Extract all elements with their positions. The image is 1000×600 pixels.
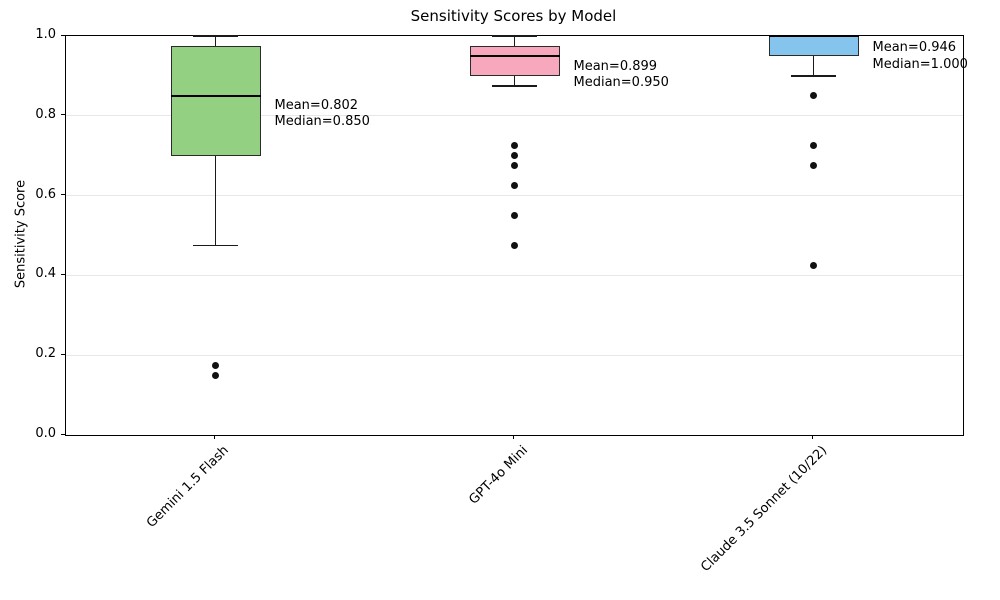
plot-area <box>65 35 964 436</box>
outlier-point <box>810 142 817 150</box>
stats-annotation: Mean=0.946 Median=1.000 <box>873 40 968 73</box>
outlier-point <box>511 162 518 170</box>
stats-annotation-line: Mean=0.946 <box>872 40 957 56</box>
x-tick-mark <box>812 435 813 439</box>
x-tick-mark <box>214 435 215 439</box>
outlier-point <box>511 142 518 150</box>
stats-annotation: Mean=0.802 Median=0.850 <box>275 98 370 131</box>
stats-annotation-line: Median=0.950 <box>573 75 669 91</box>
y-tick-mark <box>61 353 65 355</box>
lower-whisker-cap <box>492 85 537 87</box>
lower-whisker <box>812 55 815 76</box>
y-tick-mark <box>61 433 65 435</box>
lower-whisker-cap <box>193 244 238 247</box>
y-tick-mark <box>61 273 65 275</box>
outlier-point <box>511 212 518 220</box>
gridline <box>66 354 963 356</box>
y-tick-label: 0.2 <box>35 346 56 362</box>
box <box>469 45 560 76</box>
upper-whisker-cap <box>492 35 537 37</box>
stats-annotation: Mean=0.899 Median=0.950 <box>574 59 669 92</box>
x-tick-label: GPT-4o Mini <box>466 443 532 508</box>
box <box>768 36 859 56</box>
outlier-point <box>511 241 518 249</box>
lower-whisker-cap <box>791 75 836 77</box>
outlier-point <box>511 152 518 160</box>
y-tick-label: 1.0 <box>35 27 56 42</box>
y-tick-label: 0.4 <box>35 266 56 282</box>
y-tick-label: 0.6 <box>35 186 56 202</box>
chart-title: Sensitivity Scores by Model <box>410 7 617 25</box>
y-tick-mark <box>61 194 65 196</box>
y-tick-label: 0.0 <box>35 426 56 441</box>
outlier-point <box>212 371 219 379</box>
outlier-point <box>212 361 219 369</box>
outlier-point <box>810 261 817 269</box>
outlier-point <box>511 182 518 190</box>
gridline <box>66 115 963 117</box>
x-tick-label: Gemini 1.5 Flash <box>144 443 233 531</box>
median-line <box>170 94 261 97</box>
stats-annotation-line: Median=0.850 <box>274 114 370 129</box>
gridline <box>66 274 963 276</box>
x-tick-label: Claude 3.5 Sonnet (10/22) <box>698 443 831 575</box>
upper-whisker-cap <box>193 35 238 37</box>
upper-whisker <box>513 36 516 46</box>
x-tick-mark <box>513 435 514 439</box>
median-line <box>469 54 560 57</box>
y-tick-label: 0.8 <box>35 106 56 122</box>
box <box>170 45 261 156</box>
upper-whisker <box>214 36 217 46</box>
y-tick-mark <box>61 34 65 36</box>
outlier-point <box>810 162 817 170</box>
stats-annotation-line: Median=1.000 <box>872 56 968 72</box>
median-line <box>768 35 859 37</box>
gridline <box>66 195 963 197</box>
outlier-point <box>810 92 817 100</box>
y-tick-mark <box>61 114 65 116</box>
stats-annotation-line: Mean=0.899 <box>573 58 658 74</box>
stats-annotation-line: Mean=0.802 <box>274 97 359 113</box>
lower-whisker <box>214 155 217 246</box>
lower-whisker <box>513 75 516 86</box>
